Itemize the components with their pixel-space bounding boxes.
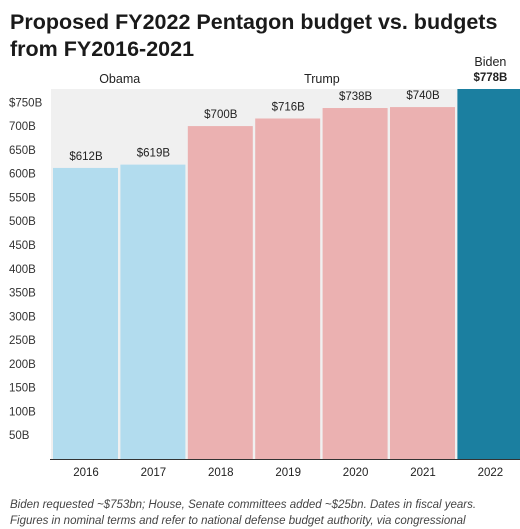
era-label-biden: Biden [474,55,506,69]
value-label-2019: $716B [272,101,306,113]
y-tick-label: 550B [9,192,36,204]
y-tick-label: 450B [9,240,36,252]
y-tick-label: 300B [9,311,36,323]
y-tick-label: $750B [9,97,43,109]
bar-2018 [187,126,253,459]
y-tick-label: 650B [9,145,36,157]
y-tick-label: 50B [9,430,30,442]
x-axis: 2016 2017 2018 2019 2020 2021 2022 [50,459,520,479]
y-axis-ticks: 50B 100B 150B 200B 250B 300B 350B 400B 450B 500B 5… [9,97,43,442]
y-tick-label: 150B [9,383,36,395]
x-tick-label-2016: 2016 [73,467,99,479]
bar-2021 [390,107,455,460]
bar-2022 [457,89,520,459]
y-tick-label: 700B [9,121,36,133]
bar-2017 [120,164,186,459]
value-label-2021: $740B [406,90,440,102]
x-tick-label-2018: 2018 [208,467,234,479]
bar-2019 [255,118,321,459]
y-tick-label: 400B [9,264,36,276]
bar-2020 [322,108,388,460]
x-tick-label-2017: 2017 [141,467,167,479]
x-tick-label-2021: 2021 [410,467,436,479]
bar-chart: 50B 100B 150B 200B 250B 300B 350B 400B 450B 500B 5… [9,55,520,479]
chart-title: Proposed FY2022 Pentagon budget vs. budg… [10,10,498,61]
era-label-trump: Trump [304,72,340,86]
value-label-2016: $612B [69,151,103,163]
value-label-2017: $619B [137,148,171,160]
bars [53,89,520,460]
value-label-2022: $778B [473,72,507,84]
y-tick-label: 250B [9,335,36,347]
bar-2016 [53,167,118,459]
y-tick-label: 350B [9,288,36,300]
value-labels: $612B $619B $700B $716B $738B $740B $778B [69,72,507,163]
y-tick-label: 200B [9,359,36,371]
footnote: Biden requested ~$753bn; House, Senate c… [10,499,477,527]
value-label-2018: $700B [204,109,238,121]
x-tick-label-2019: 2019 [275,467,301,479]
era-labels: Obama Trump Biden [99,55,506,86]
y-tick-label: 100B [9,406,36,418]
era-label-obama: Obama [99,72,140,86]
y-tick-label: 600B [9,169,36,181]
x-tick-label-2022: 2022 [478,467,504,479]
value-label-2020: $738B [339,91,373,103]
y-tick-label: 500B [9,216,36,228]
x-tick-label-2020: 2020 [343,467,369,479]
